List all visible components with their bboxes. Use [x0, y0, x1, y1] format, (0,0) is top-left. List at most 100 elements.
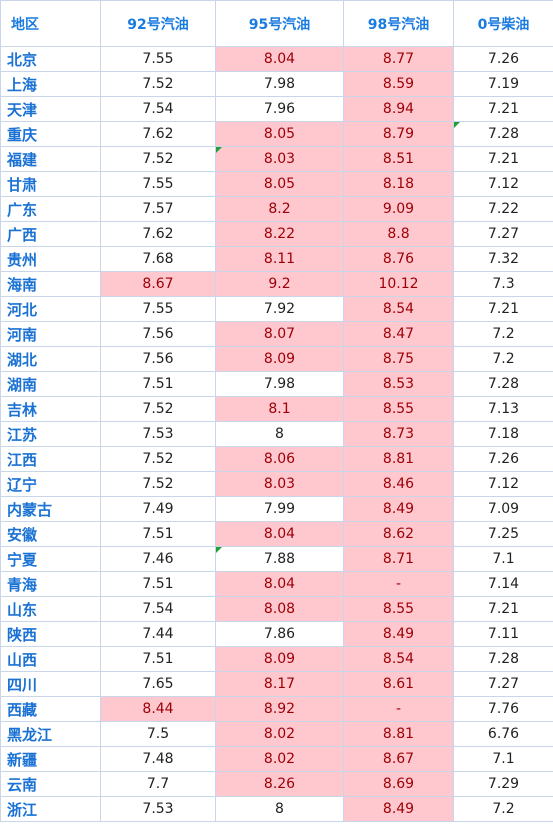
region-cell-value: 广西 [7, 225, 38, 244]
price-0-diesel-cell: 7.1 [453, 746, 553, 772]
price-98-cell: 8.18 [343, 171, 454, 197]
price-0-diesel-cell-value: 7.12 [487, 176, 520, 192]
price-98-cell-value: 8.77 [382, 51, 415, 67]
region-cell: 北京 [0, 46, 101, 72]
region-cell-value: 江西 [7, 450, 38, 469]
price-0-diesel-cell: 7.27 [453, 221, 553, 247]
table-row: 吉林 7.52 8.1 8.55 7.13 [0, 396, 553, 422]
price-92-cell: 7.62 [100, 121, 216, 147]
price-98-cell-value: 8.71 [382, 551, 415, 567]
price-0-diesel-cell: 7.1 [453, 546, 553, 572]
region-cell-value: 海南 [7, 275, 38, 294]
region-cell: 江苏 [0, 421, 101, 447]
price-95-cell: 8.02 [215, 721, 344, 747]
table-row: 安徽 7.51 8.04 8.62 7.25 [0, 521, 553, 547]
price-92-cell: 7.55 [100, 46, 216, 72]
price-0-diesel-cell: 7.19 [453, 71, 553, 97]
table-row: 贵州 7.68 8.11 8.76 7.32 [0, 246, 553, 272]
price-92-cell: 7.54 [100, 596, 216, 622]
column-header-region: 地区 [0, 0, 101, 47]
price-98-cell: 8.54 [343, 296, 454, 322]
price-92-cell: 7.52 [100, 396, 216, 422]
table-body: 北京 7.55 8.04 8.77 7.26 上海 7.52 7.98 8.59 7.19 天津 7.… [0, 46, 553, 822]
region-cell: 陕西 [0, 621, 101, 647]
price-0-diesel-cell-value: 6.76 [487, 726, 520, 742]
price-95-cell: 8.08 [215, 596, 344, 622]
price-0-diesel-cell-value: 7.21 [487, 601, 520, 617]
region-cell: 内蒙古 [0, 496, 101, 522]
price-98-cell-value: 8.54 [382, 301, 415, 317]
region-cell-value: 天津 [7, 100, 38, 119]
region-cell: 安徽 [0, 521, 101, 547]
price-95-cell: 7.98 [215, 71, 344, 97]
price-95-cell-value: 8.11 [263, 251, 296, 267]
price-92-cell-value: 7.51 [142, 651, 174, 667]
price-98-cell: 10.12 [343, 271, 454, 297]
price-92-cell: 7.44 [100, 621, 216, 647]
price-95-cell-value: 8.1 [268, 401, 291, 417]
price-98-cell: 8.77 [343, 46, 454, 72]
table-row: 北京 7.55 8.04 8.77 7.26 [0, 46, 553, 72]
price-98-cell: 8.62 [343, 521, 454, 547]
price-92-cell-value: 7.51 [142, 376, 174, 392]
price-0-diesel-cell-value: 7.2 [492, 326, 515, 342]
region-cell-value: 河北 [7, 300, 38, 319]
table-row: 广东 7.57 8.2 9.09 7.22 [0, 196, 553, 222]
region-cell: 山东 [0, 596, 101, 622]
region-cell-value: 西藏 [7, 700, 38, 719]
price-92-cell-value: 7.57 [142, 201, 174, 217]
column-header-95-gasoline: 95号汽油 [215, 0, 344, 47]
price-92-cell-value: 7.55 [142, 301, 174, 317]
price-92-cell-value: 7.48 [142, 751, 174, 767]
price-0-diesel-cell-value: 7.21 [487, 101, 520, 117]
region-cell-value: 山东 [7, 600, 38, 619]
price-0-diesel-cell: 7.27 [453, 671, 553, 697]
region-cell: 云南 [0, 771, 101, 797]
price-98-cell-value: 8.53 [382, 376, 415, 392]
region-cell-value: 陕西 [7, 625, 38, 644]
price-95-cell-value: 7.98 [263, 376, 296, 392]
region-cell-value: 贵州 [7, 250, 38, 269]
price-98-cell: 8.46 [343, 471, 454, 497]
price-0-diesel-cell: 7.2 [453, 321, 553, 347]
table-row: 广西 7.62 8.22 8.8 7.27 [0, 221, 553, 247]
region-cell-value: 黑龙江 [7, 725, 53, 744]
price-98-cell-value: 9.09 [382, 201, 415, 217]
price-98-cell: 8.47 [343, 321, 454, 347]
price-0-diesel-cell: 7.28 [453, 121, 553, 147]
table-row: 海南 8.67 9.2 10.12 7.3 [0, 271, 553, 297]
table-row: 江西 7.52 8.06 8.81 7.26 [0, 446, 553, 472]
price-0-diesel-cell: 7.76 [453, 696, 553, 722]
price-0-diesel-cell-value: 7.3 [492, 276, 515, 292]
table-row: 湖南 7.51 7.98 8.53 7.28 [0, 371, 553, 397]
price-98-cell-value: 8.76 [382, 251, 415, 267]
price-98-cell-value: 8.46 [382, 476, 415, 492]
price-98-cell-value: 8.81 [382, 726, 415, 742]
region-cell-value: 青海 [7, 575, 38, 594]
price-0-diesel-cell-value: 7.27 [487, 676, 520, 692]
price-98-cell-value: 8.49 [382, 626, 415, 642]
price-95-cell: 8.09 [215, 346, 344, 372]
price-98-cell-value: 8.79 [382, 126, 415, 142]
price-98-cell: 8.53 [343, 371, 454, 397]
price-0-diesel-cell-value: 7.21 [487, 301, 520, 317]
price-98-cell: 8.55 [343, 596, 454, 622]
price-95-cell-value: 8.04 [263, 51, 296, 67]
price-92-cell: 7.51 [100, 371, 216, 397]
price-95-cell: 8.03 [215, 146, 344, 172]
price-95-cell: 8.03 [215, 471, 344, 497]
price-0-diesel-cell-value: 7.22 [487, 201, 520, 217]
price-98-cell: 8.49 [343, 621, 454, 647]
region-cell: 浙江 [0, 796, 101, 822]
price-95-cell: 7.92 [215, 296, 344, 322]
price-98-cell-value: 8.8 [387, 226, 410, 242]
price-92-cell: 7.51 [100, 521, 216, 547]
price-92-cell: 7.5 [100, 721, 216, 747]
comment-indicator-icon [454, 122, 460, 128]
price-0-diesel-cell-value: 7.25 [487, 526, 520, 542]
region-cell: 湖北 [0, 346, 101, 372]
price-92-cell: 7.65 [100, 671, 216, 697]
price-95-cell-value: 8.04 [263, 576, 296, 592]
price-92-cell-value: 7.5 [146, 726, 170, 742]
region-cell: 广西 [0, 221, 101, 247]
